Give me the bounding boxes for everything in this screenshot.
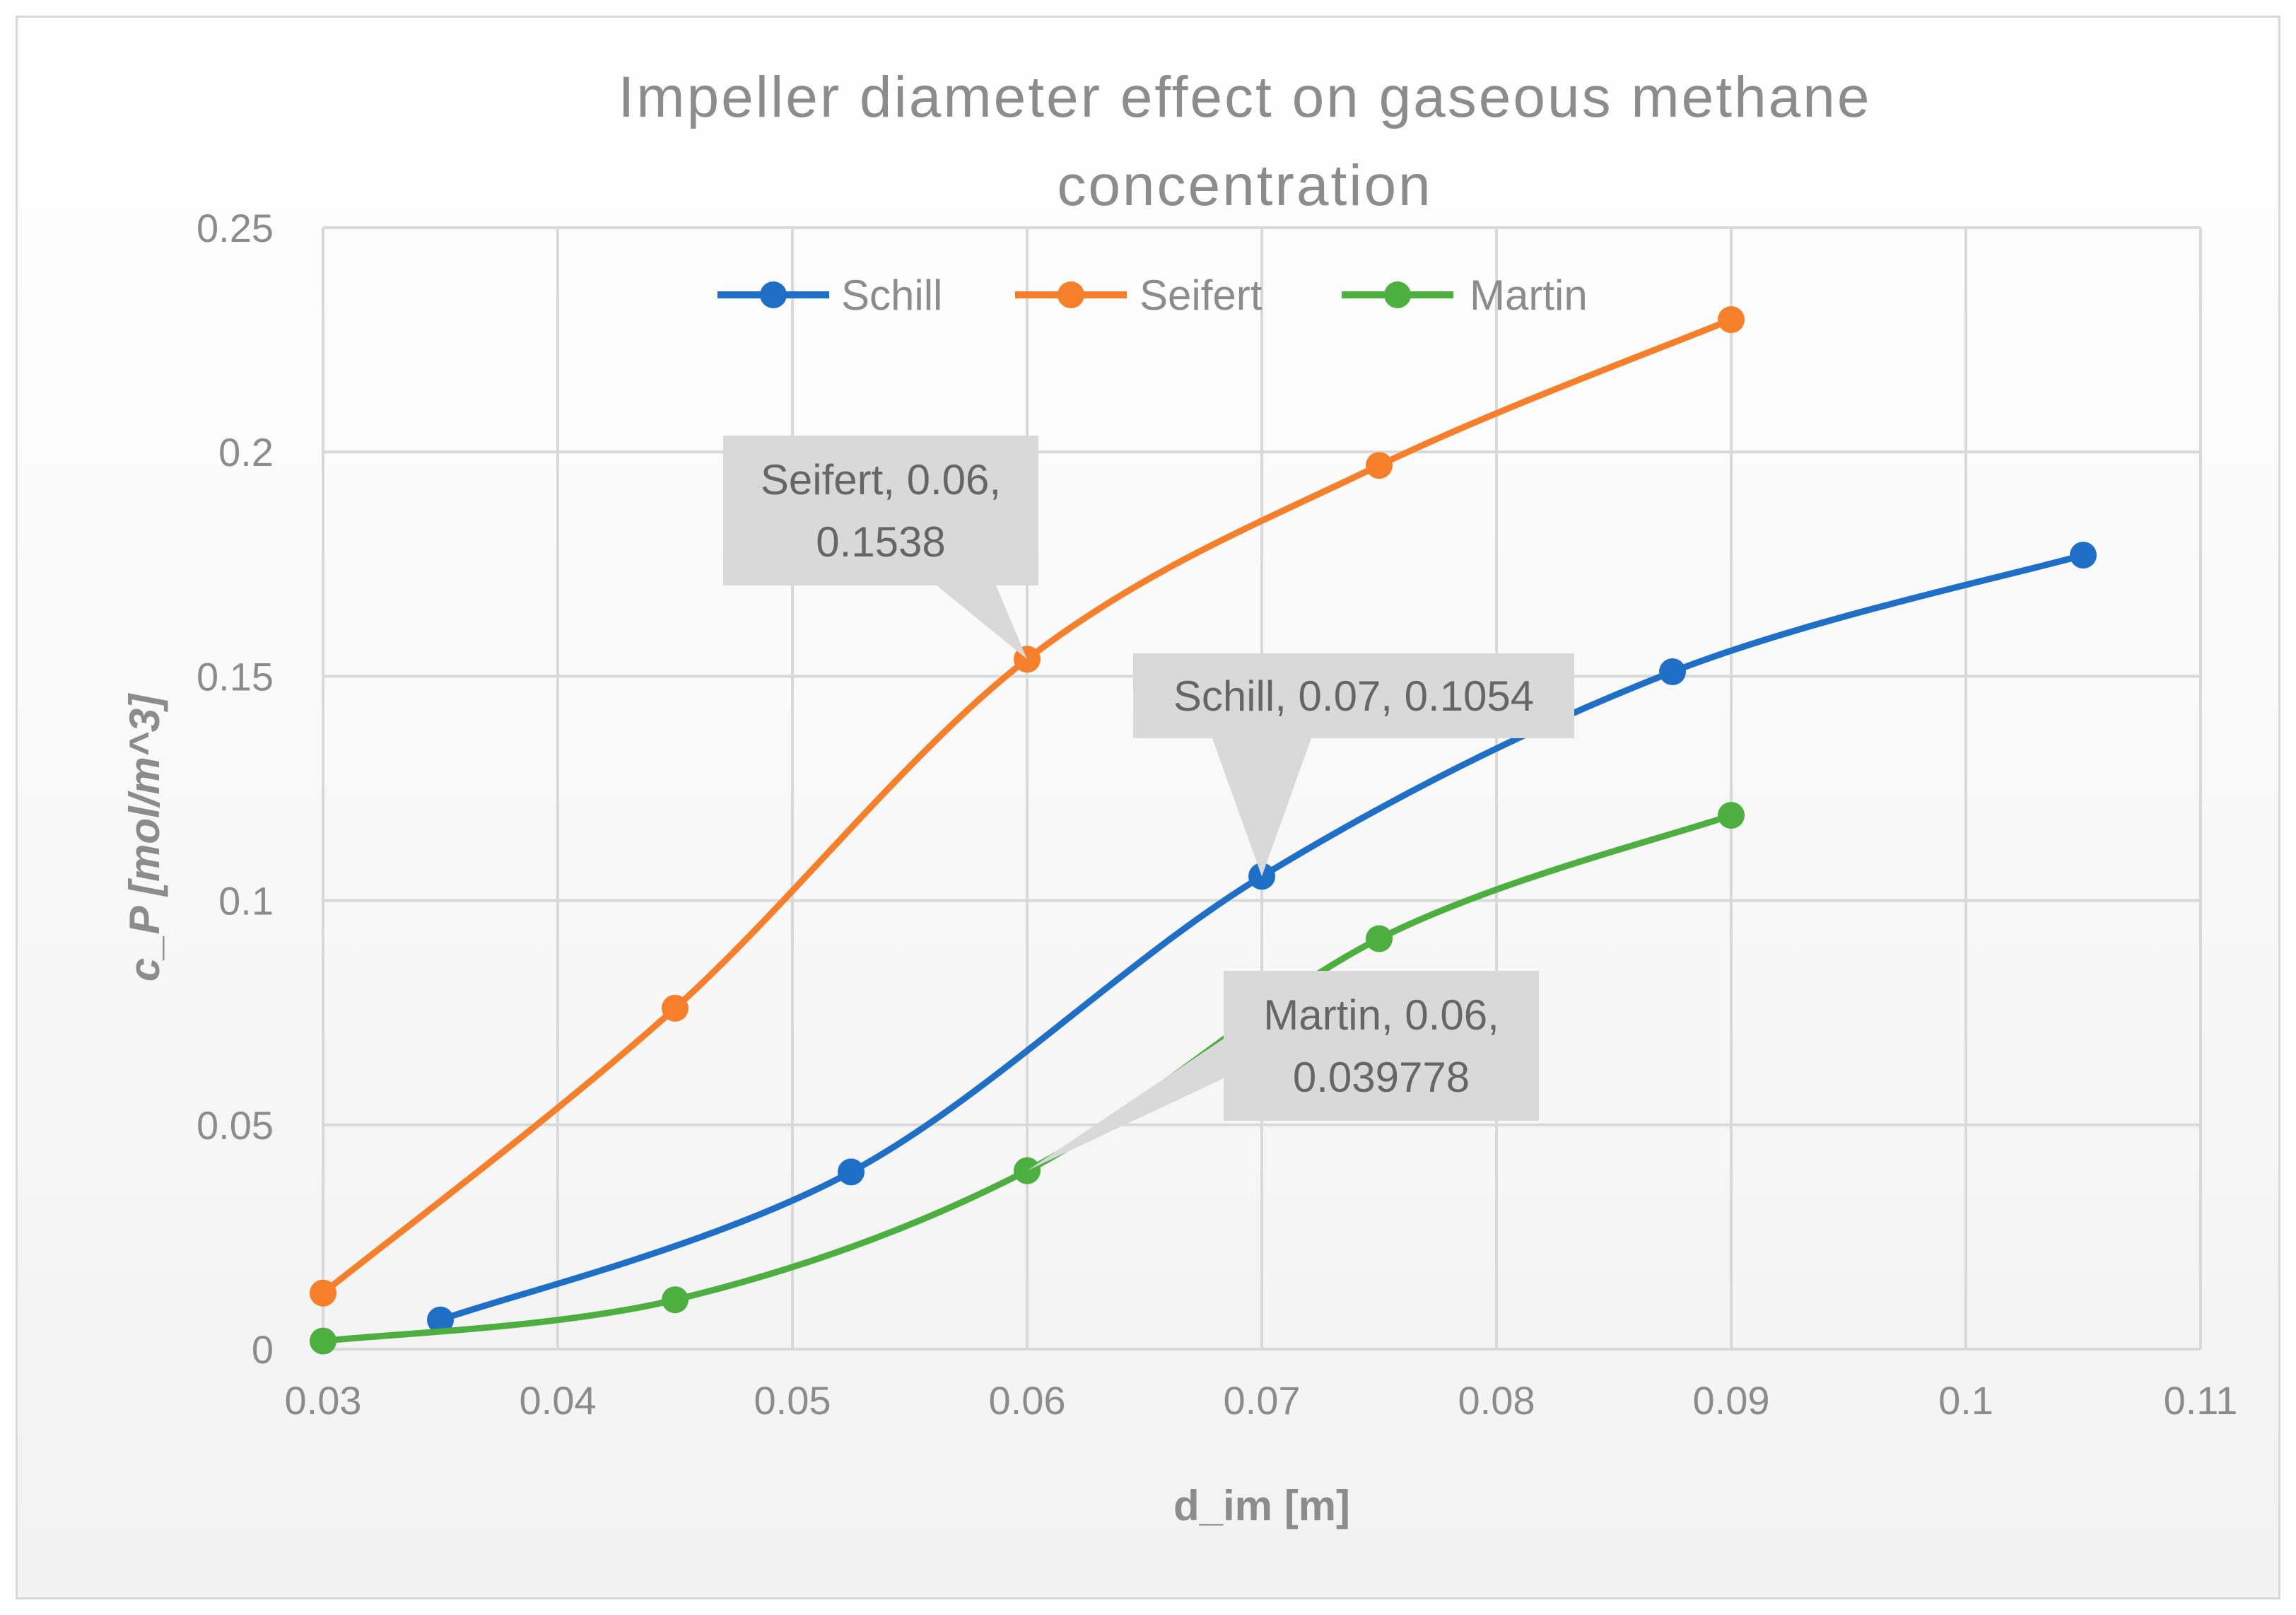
y-tick-label: 0 bbox=[252, 1327, 274, 1372]
callout-box-seifert bbox=[723, 436, 1038, 585]
data-point-schill bbox=[427, 1306, 454, 1334]
callout-pointer-schill bbox=[1212, 738, 1311, 877]
x-tick-label: 0.08 bbox=[1458, 1378, 1535, 1423]
data-callouts: Seifert, 0.06, 0.1538 Schill, 0.07, 0.1054… bbox=[723, 436, 1574, 1171]
callout-box-martin bbox=[1224, 971, 1539, 1121]
callout-label-seifert: Seifert, 0.06, bbox=[761, 456, 1001, 503]
legend-marker-seifert bbox=[1058, 281, 1084, 308]
y-tick-label: 0.1 bbox=[218, 879, 274, 923]
chart-title-line-2: concentration bbox=[1057, 153, 1432, 218]
callout-box-schill bbox=[1133, 653, 1574, 738]
callout-pointer-martin bbox=[1027, 1039, 1224, 1171]
x-tick-label: 0.11 bbox=[2164, 1378, 2238, 1423]
data-point-martin bbox=[662, 1286, 689, 1314]
data-point-schill bbox=[838, 1158, 865, 1186]
callout-label-schill: Schill, 0.07, 0.1054 bbox=[1173, 672, 1534, 720]
y-tick-label: 0.15 bbox=[197, 654, 274, 699]
data-point-seifert bbox=[1718, 306, 1745, 334]
x-tick-label: 0.1 bbox=[1938, 1378, 1993, 1423]
callout-seifert: Seifert, 0.06, 0.1538 bbox=[723, 436, 1038, 660]
y-tick-label: 0.25 bbox=[197, 206, 274, 250]
chart-title-line-1: Impeller diameter effect on gaseous meth… bbox=[618, 65, 1871, 129]
legend-marker-schill bbox=[760, 281, 787, 308]
series-layer bbox=[310, 306, 2097, 1355]
x-tick-label: 0.04 bbox=[520, 1378, 597, 1423]
x-axis-title: d_im [m] bbox=[1173, 1482, 1350, 1529]
data-point-martin bbox=[1366, 925, 1393, 952]
callout-martin: Martin, 0.06, 0.039778 bbox=[1027, 971, 1539, 1171]
x-tick-label: 0.05 bbox=[754, 1378, 831, 1423]
y-tick-label: 0.05 bbox=[197, 1103, 274, 1148]
series-line-seifert bbox=[320, 316, 1735, 1297]
x-tick-label: 0.09 bbox=[1693, 1378, 1770, 1423]
legend-marker-martin bbox=[1384, 281, 1411, 308]
axis-tick-labels: 0.03 0.04 0.05 0.06 0.07 0.08 0.09 0.1 0.11 0 0.05… bbox=[197, 206, 2237, 1423]
y-tick-label: 0.2 bbox=[218, 430, 274, 474]
x-tick-label: 0.07 bbox=[1224, 1378, 1301, 1423]
legend-label-seifert: Seifert bbox=[1140, 272, 1263, 319]
data-point-martin bbox=[1718, 802, 1745, 829]
data-point-martin bbox=[310, 1327, 336, 1355]
callout-label-seifert: 0.1538 bbox=[816, 518, 946, 566]
callout-label-martin: Martin, 0.06, bbox=[1263, 991, 1499, 1039]
legend: Schill Seifert Martin bbox=[718, 272, 1588, 319]
data-point-seifert bbox=[310, 1279, 336, 1307]
legend-label-schill: Schill bbox=[841, 272, 942, 319]
callout-schill: Schill, 0.07, 0.1054 bbox=[1133, 653, 1574, 877]
grid bbox=[322, 226, 2202, 1351]
data-point-seifert bbox=[662, 994, 689, 1022]
callout-label-martin: 0.039778 bbox=[1293, 1054, 1470, 1101]
data-point-schill bbox=[1659, 658, 1686, 686]
x-tick-label: 0.06 bbox=[989, 1378, 1066, 1423]
data-point-schill bbox=[2070, 542, 2097, 569]
y-axis-title: c_P [mol/m^3] bbox=[121, 693, 168, 981]
callout-pointer-seifert bbox=[937, 585, 1027, 660]
x-tick-label: 0.03 bbox=[285, 1378, 362, 1423]
data-point-seifert bbox=[1366, 452, 1393, 479]
legend-label-martin: Martin bbox=[1470, 272, 1588, 319]
